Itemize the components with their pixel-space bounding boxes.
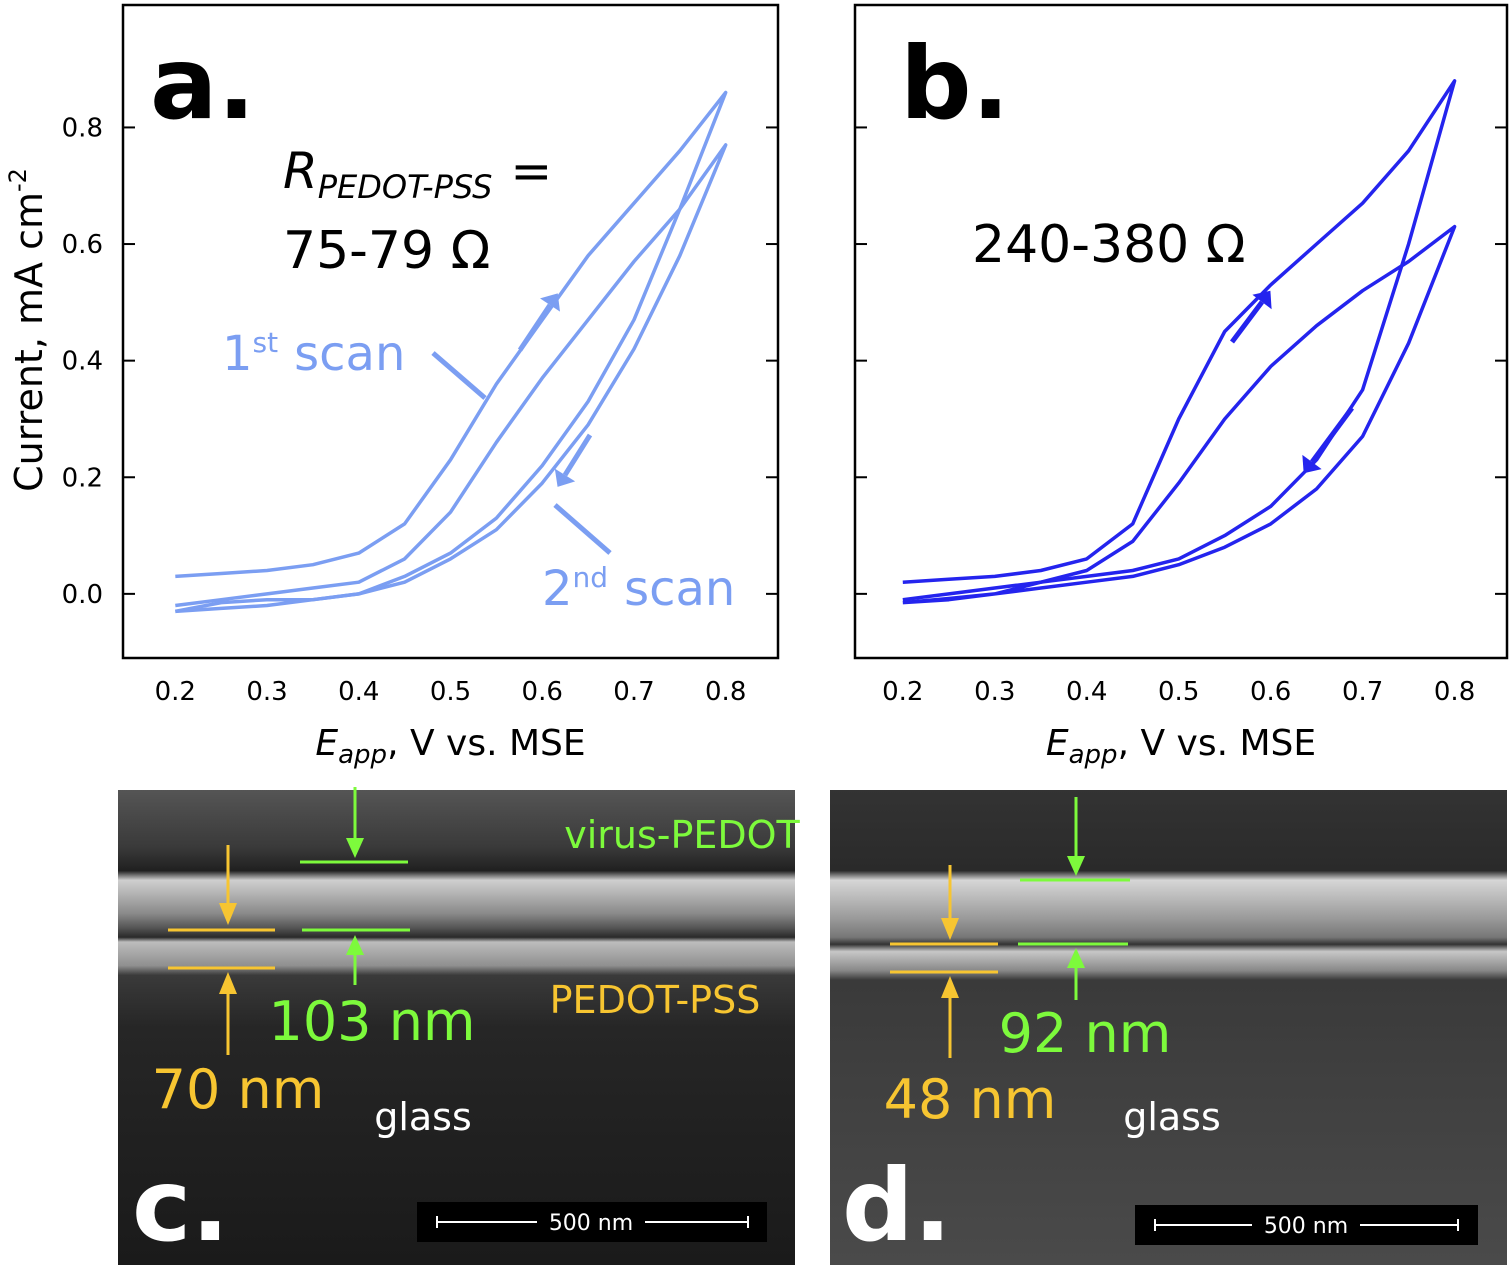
substrate-label: glass	[1123, 1095, 1221, 1139]
arrow-head	[1252, 290, 1272, 310]
scale-bar	[436, 1216, 749, 1228]
thickness-label: 70 nm	[152, 1058, 325, 1121]
label-pointer	[431, 351, 487, 400]
sem-image	[118, 790, 795, 1265]
resistance-value: 240-380 Ω	[972, 215, 1246, 275]
scan-label: 1st scan	[222, 326, 405, 382]
scan-direction	[1309, 406, 1355, 464]
y-tick-label: 0.2	[62, 463, 103, 493]
x-axis-label: Eapp, V vs. MSE	[1046, 723, 1316, 770]
scan-direction	[1230, 300, 1264, 344]
scan-direction	[517, 303, 553, 352]
thickness-label: 103 nm	[268, 990, 475, 1053]
x-tick-label: 0.2	[882, 677, 923, 707]
cv-curve	[902, 224, 1457, 605]
plot-frame	[121, 3, 780, 660]
arrow-head	[554, 468, 576, 487]
y-tick-label: 0.4	[62, 347, 103, 377]
thickness-label: 48 nm	[884, 1068, 1057, 1131]
scan-label: 2nd scan	[542, 561, 735, 617]
x-tick-label: 0.5	[430, 677, 471, 707]
yellow-marker	[168, 845, 275, 1055]
layer-label: virus-PEDOT	[564, 813, 800, 857]
resistance-value: 75-79 Ω	[283, 221, 490, 281]
x-tick-label: 0.5	[1158, 677, 1199, 707]
sem-panel-c: virus-PEDOT PEDOT-PSS 103 nm 70 nm glass…	[118, 787, 801, 1265]
x-tick-label: 0.3	[246, 677, 287, 707]
cv-curve	[175, 143, 728, 614]
resistance-label: RPEDOT-PSS =	[283, 142, 552, 206]
x-tick-label: 0.6	[522, 677, 563, 707]
x-axis-label: Eapp, V vs. MSE	[315, 723, 585, 770]
scale-bar-label: 500 nm	[1264, 1214, 1348, 1239]
arrow-head	[540, 293, 560, 312]
y-tick-label: 0.8	[62, 113, 103, 143]
x-tick-label: 0.4	[1066, 677, 1107, 707]
y-tick-label: 0.6	[62, 230, 103, 260]
plot-frame	[853, 3, 1509, 660]
panel-label: a.	[150, 25, 255, 142]
substrate-label: glass	[374, 1095, 472, 1139]
x-tick-label: 0.7	[613, 677, 654, 707]
scan-direction	[562, 433, 593, 477]
yellow-marker	[890, 865, 998, 1058]
plot-0: 0.0 0.2 0.4 0.6 0.8 0.2 0.3 0.4 0.5 0.6 0.7 0.8 Eapp…	[4, 3, 780, 770]
charts: 0.0 0.2 0.4 0.6 0.8 0.2 0.3 0.4 0.5 0.6 0.7 0.8 Eapp…	[4, 3, 1509, 770]
x-tick-label: 0.8	[1434, 677, 1475, 707]
cv-curve	[902, 79, 1457, 602]
green-marker	[1018, 797, 1130, 1000]
y-axis-label: Current, mA cm-2	[4, 168, 51, 492]
x-tick-label: 0.6	[1250, 677, 1291, 707]
x-tick-label: 0.2	[155, 677, 196, 707]
panel-label: c.	[132, 1147, 229, 1264]
arrow-head	[1302, 454, 1322, 474]
x-tick-label: 0.4	[338, 677, 379, 707]
x-tick-label: 0.8	[705, 677, 746, 707]
scale-bar	[1154, 1219, 1459, 1231]
label-pointer	[553, 503, 612, 555]
scale-bar-label: 500 nm	[549, 1211, 633, 1236]
panel-label: d.	[842, 1147, 952, 1264]
layer-label: PEDOT-PSS	[550, 978, 761, 1022]
green-marker	[300, 787, 410, 985]
x-tick-label: 0.3	[974, 677, 1015, 707]
plot-1: 0.2 0.3 0.4 0.5 0.6 0.7 0.8 Eapp, V vs. MSE b. 24…	[853, 3, 1509, 770]
y-tick-label: 0.0	[62, 580, 103, 610]
x-tick-label: 0.7	[1342, 677, 1383, 707]
sem-image	[830, 790, 1507, 1265]
thickness-label: 92 nm	[999, 1002, 1172, 1065]
panel-label: b.	[900, 25, 1010, 142]
sem-panel-d: 92 nm 48 nm glass d. 500 nm	[830, 790, 1507, 1265]
